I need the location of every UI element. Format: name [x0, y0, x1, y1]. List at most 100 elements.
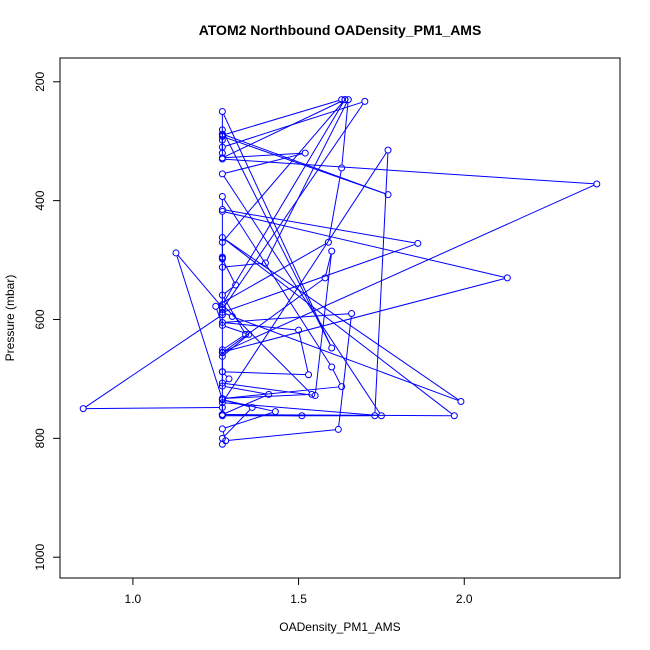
series-segment: [225, 243, 416, 312]
data-point: [218, 403, 226, 411]
plot-area: [59, 57, 621, 579]
series-segment: [223, 132, 331, 346]
chart-title: ATOM2 Northbound OADensity_PM1_AMS: [199, 22, 482, 38]
series-segment: [224, 306, 311, 393]
series-segment: [341, 102, 349, 166]
data-point: [218, 379, 226, 387]
data-point: [242, 330, 250, 338]
series-segment: [223, 101, 344, 303]
series-segment: [224, 335, 247, 355]
data-point: [218, 321, 226, 329]
series-segment: [176, 255, 222, 398]
data-point: [218, 440, 226, 448]
data-point: [172, 249, 180, 257]
data-point: [218, 192, 226, 200]
series-segment: [86, 406, 220, 410]
data-point: [218, 368, 226, 376]
x-axis: 1.0 1.5 2.0: [125, 577, 473, 606]
series-segment: [225, 402, 379, 417]
data-point: [218, 311, 226, 319]
data-point: [414, 239, 422, 247]
data-point: [265, 390, 273, 398]
data-point: [218, 149, 226, 157]
data-point: [338, 96, 346, 104]
data-point: [218, 132, 226, 140]
data-point: [384, 146, 392, 154]
data-point: [593, 180, 601, 188]
y-tick-label: 400: [33, 190, 47, 210]
y-axis: 200 400 600 800 1000: [33, 71, 61, 571]
data-point: [457, 397, 465, 405]
data-point: [271, 408, 279, 416]
series-segment: [225, 153, 303, 174]
data-point: [225, 375, 233, 383]
series-segment: [85, 315, 221, 408]
series-segment: [225, 382, 313, 396]
data-point: [341, 96, 349, 104]
data-point: [384, 191, 392, 199]
data-point: [311, 392, 319, 400]
series-segment: [224, 184, 595, 352]
series-segment: [223, 297, 245, 333]
data-point: [503, 274, 511, 282]
data-point: [324, 238, 332, 246]
series-segment: [225, 414, 452, 417]
series-segment: [224, 238, 453, 415]
x-tick-label: 1.5: [290, 592, 307, 606]
series-segment: [228, 429, 336, 441]
series-segment: [177, 254, 221, 306]
y-tick-label: 600: [33, 309, 47, 329]
data-point: [305, 371, 313, 379]
series-segment: [225, 371, 306, 376]
y-tick-label: 1000: [33, 544, 47, 571]
data-point: [377, 412, 385, 420]
data-point: [338, 383, 346, 391]
data-point: [344, 96, 352, 104]
series-segment: [225, 386, 339, 399]
data-point: [218, 263, 226, 271]
y-tick-label: 800: [33, 428, 47, 448]
series-segment: [224, 409, 251, 437]
data-point: [321, 274, 329, 282]
data-point: [361, 97, 369, 105]
data-point: [218, 107, 226, 115]
series-segment: [224, 313, 230, 316]
series-segment: [225, 101, 363, 147]
data-point: [450, 412, 458, 420]
x-tick-label: 1.0: [125, 592, 142, 606]
series-segment: [225, 325, 247, 334]
data-point: [218, 130, 226, 138]
series-segment: [332, 369, 341, 385]
data-point: [298, 412, 306, 420]
data-point: [328, 344, 336, 352]
data-point: [348, 310, 356, 318]
data-point: [218, 348, 226, 356]
data-point: [245, 330, 253, 338]
series-segment: [223, 113, 331, 346]
series-segment: [225, 278, 505, 352]
data-point: [218, 126, 226, 134]
series-segment: [266, 102, 348, 261]
data-point: [371, 412, 379, 420]
data-point: [218, 255, 226, 263]
data-point: [218, 395, 226, 403]
series-segment: [223, 198, 331, 365]
data-point: [328, 363, 336, 371]
data-point: [218, 233, 226, 241]
series-segment: [225, 322, 296, 331]
series-group: [79, 96, 601, 448]
data-point: [222, 437, 230, 445]
data-point: [218, 308, 226, 316]
series-segment: [225, 399, 273, 412]
data-point: [218, 382, 226, 390]
series-segment: [225, 158, 594, 185]
series-segment: [224, 279, 323, 352]
data-point: [301, 149, 309, 157]
series-segment: [224, 100, 343, 158]
data-point: [218, 170, 226, 178]
data-point: [218, 291, 226, 299]
data-point: [218, 318, 226, 326]
series-segment: [225, 152, 303, 159]
data-point: [218, 301, 226, 309]
